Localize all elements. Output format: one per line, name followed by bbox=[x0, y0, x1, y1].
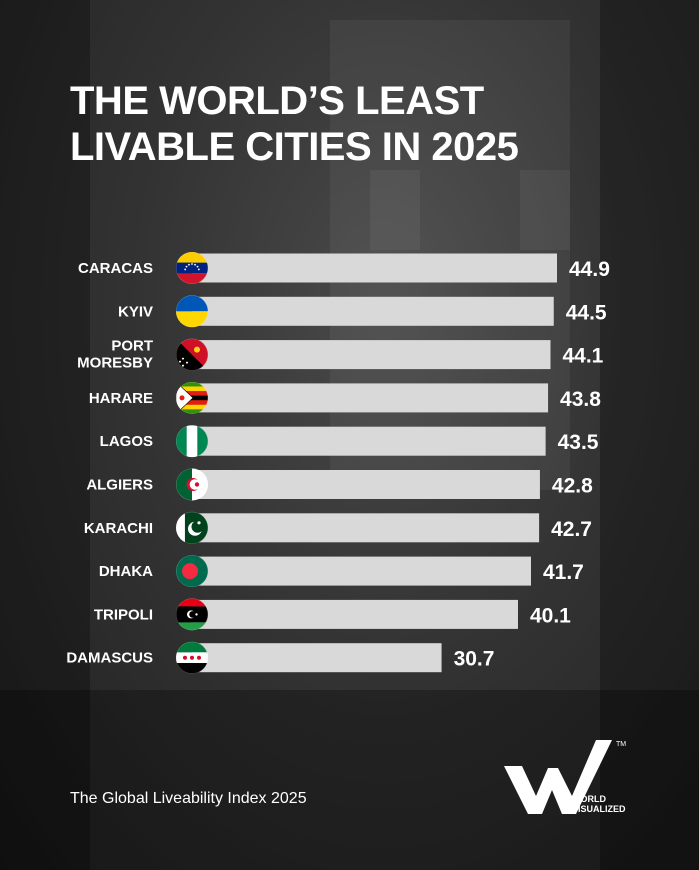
bar bbox=[192, 296, 554, 326]
bar-row: LAGOS 43.5 bbox=[100, 425, 599, 458]
value-label: 44.1 bbox=[562, 345, 603, 368]
bar bbox=[192, 426, 546, 456]
syria-flag-icon bbox=[176, 641, 208, 674]
ukraine-flag-icon bbox=[176, 295, 208, 328]
bar bbox=[192, 556, 531, 586]
bar-row: ALGIERS 42.8 bbox=[86, 468, 593, 501]
trademark-mark: TM bbox=[616, 741, 626, 748]
venezuela-flag-icon bbox=[176, 252, 208, 284]
bar-row: HARARE 43.8 bbox=[89, 381, 601, 414]
value-label: 41.7 bbox=[543, 561, 584, 584]
bar bbox=[192, 253, 557, 283]
category-label: PORT MORESBY bbox=[77, 338, 153, 372]
bar-row: DAMASCUS 30.7 bbox=[66, 641, 495, 674]
value-label: 42.8 bbox=[552, 475, 593, 498]
value-label: 43.8 bbox=[560, 388, 601, 411]
bar bbox=[192, 470, 540, 499]
category-label: HARARE bbox=[89, 390, 153, 407]
category-label: DHAKA bbox=[99, 563, 153, 580]
category-label: LAGOS bbox=[100, 433, 153, 450]
value-label: 44.9 bbox=[569, 258, 610, 281]
bar bbox=[192, 643, 442, 673]
bar-row: CARACAS 44.9 bbox=[78, 252, 610, 284]
value-label: 30.7 bbox=[454, 648, 495, 671]
category-label: CARACAS bbox=[78, 260, 153, 277]
category-label: ALGIERS bbox=[86, 477, 153, 494]
title-line-1: THE WORLD’S LEAST bbox=[70, 79, 484, 123]
bar-row: KYIV 44.5 bbox=[118, 295, 607, 328]
zimbabwe-flag-icon bbox=[176, 381, 208, 414]
category-label: KYIV bbox=[118, 303, 153, 320]
category-label: DAMASCUS bbox=[66, 650, 153, 667]
algeria-flag-icon bbox=[176, 468, 208, 501]
pakistan-flag-icon bbox=[176, 511, 208, 544]
value-label: 42.7 bbox=[551, 518, 592, 541]
title-line-2: LIVABLE CITIES IN 2025 bbox=[70, 125, 519, 169]
value-label: 44.5 bbox=[566, 301, 607, 324]
nigeria-flag-icon bbox=[176, 425, 208, 458]
bar bbox=[192, 383, 549, 413]
category-label: KARACHI bbox=[84, 520, 153, 537]
bar-row: KARACHI 42.7 bbox=[84, 511, 592, 544]
brand-line-2: VISUALIZED bbox=[572, 804, 626, 814]
bar bbox=[192, 340, 551, 370]
bar bbox=[192, 599, 518, 629]
chart-title: THE WORLD’S LEAST LIVABLE CITIES IN 2025 bbox=[70, 78, 630, 170]
value-label: 43.5 bbox=[558, 431, 599, 454]
world-visualized-logo: TM bbox=[504, 740, 626, 814]
libya-flag-icon bbox=[176, 598, 208, 631]
bar-row: TRIPOLI 40.1 bbox=[94, 598, 571, 631]
papua-new-guinea-flag-icon bbox=[176, 338, 208, 371]
brand-line-1: WORLD bbox=[572, 794, 606, 804]
bar bbox=[192, 513, 540, 543]
bar-row: PORT MORESBY 44.1 bbox=[77, 338, 604, 372]
brand-name: WORLD VISUALIZED bbox=[572, 794, 626, 814]
value-label: 40.1 bbox=[530, 604, 571, 627]
category-label: TRIPOLI bbox=[94, 606, 153, 623]
bar-row: DHAKA 41.7 bbox=[99, 555, 584, 588]
source-caption: The Global Liveability Index 2025 bbox=[70, 790, 307, 807]
bangladesh-flag-icon bbox=[176, 555, 208, 588]
